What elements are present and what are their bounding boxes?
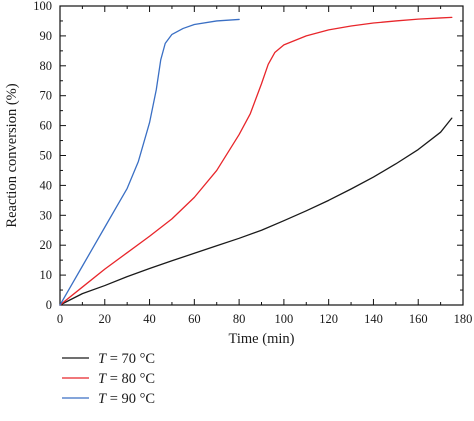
x-tick-label: 160: [409, 312, 428, 326]
x-axis-title: Time (min): [229, 331, 295, 347]
axis-ticks: 0 20 40 60 80 100 120 140 160 180 0 10 20 30 40 50 60 70 8…: [33, 0, 472, 326]
plot-axes: [59, 5, 464, 306]
y-tick-label: 80: [40, 59, 53, 73]
series-line-2: [59, 16, 453, 306]
legend-label-2: T = 80 °C: [98, 371, 155, 387]
plot-frame: [59, 5, 464, 306]
legend-label-1: T = 70 °C: [98, 351, 155, 367]
x-tick-label: 140: [364, 312, 383, 326]
x-tick-label: 0: [57, 312, 63, 326]
legend-variable: T: [98, 391, 107, 407]
legend-value: = 90 °C: [106, 391, 155, 407]
x-tick-label: 20: [99, 312, 112, 326]
y-tick-label: 10: [40, 268, 53, 282]
x-tick-label: 80: [233, 312, 246, 326]
legend-variable: T: [98, 351, 107, 367]
series-line-1: [59, 117, 453, 306]
series-group: [59, 16, 453, 306]
y-tick-label: 70: [40, 89, 53, 103]
y-tick-label: 60: [40, 119, 53, 133]
y-tick-label: 30: [40, 208, 53, 222]
legend-value: = 80 °C: [106, 371, 155, 387]
x-tick-label: 60: [188, 312, 201, 326]
x-tick-label: 40: [143, 312, 156, 326]
legend-variable: T: [98, 371, 107, 387]
y-tick-label: 0: [46, 298, 52, 312]
y-tick-label: 40: [40, 178, 53, 192]
y-tick-label: 50: [40, 149, 53, 163]
x-tick-label: 120: [319, 312, 338, 326]
y-tick-label: 90: [40, 29, 53, 43]
series-line-3: [59, 18, 240, 306]
x-tick-label: 100: [275, 312, 294, 326]
y-axis-title: Reaction conversion (%): [4, 83, 20, 227]
y-tick-label: 100: [33, 0, 52, 13]
x-tick-label: 180: [454, 312, 473, 326]
legend-value: = 70 °C: [106, 351, 155, 367]
legend: T = 70 °CT = 80 °CT = 90 °C: [62, 351, 155, 407]
legend-label-3: T = 90 °C: [98, 391, 155, 407]
y-tick-label: 20: [40, 238, 53, 252]
